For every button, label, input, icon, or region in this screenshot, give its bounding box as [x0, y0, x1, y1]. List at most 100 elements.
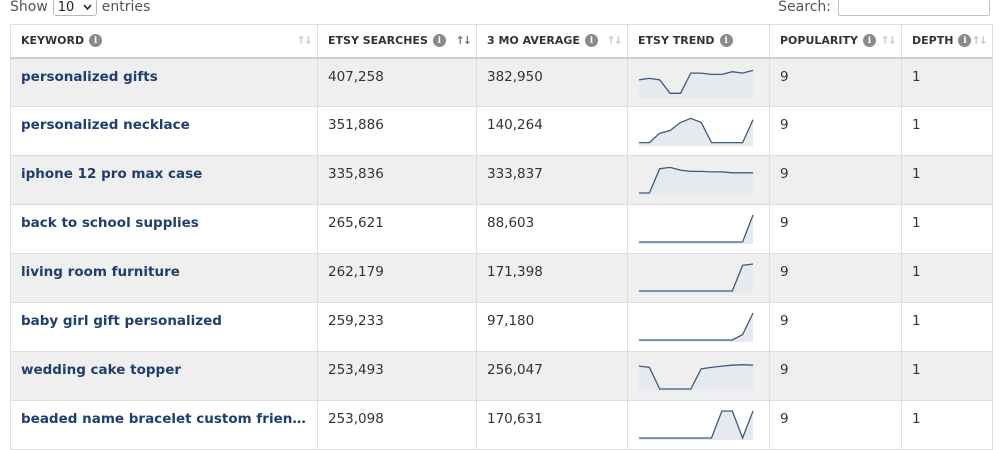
- table-row: iphone 12 pro max case 335,836 333,837 9 1: [10, 155, 993, 205]
- column-header-label: ETSY TREND: [638, 34, 715, 48]
- depth-cell: 1: [901, 351, 993, 401]
- column-header-popularity[interactable]: POPULARITY i ↑↓: [769, 24, 902, 59]
- etsy-trend-cell: [627, 351, 770, 401]
- search-label: Search:: [778, 0, 831, 15]
- popularity-cell: 9: [769, 400, 902, 450]
- popularity-cell: 9: [769, 204, 902, 254]
- entries-length-control: Show 10 entries: [10, 0, 150, 16]
- info-icon[interactable]: i: [584, 34, 598, 48]
- popularity-cell: 9: [769, 253, 902, 303]
- depth-cell: 1: [901, 204, 993, 254]
- search-control: Search:: [778, 0, 990, 16]
- depth-cell: 1: [901, 155, 993, 205]
- popularity-cell: 9: [769, 302, 902, 352]
- table-row: personalized necklace 351,886 140,264 9 1: [10, 106, 993, 156]
- table-row: wedding cake topper 253,493 256,047 9 1: [10, 351, 993, 401]
- keyword-link[interactable]: personalized necklace: [10, 106, 318, 156]
- keyword-link[interactable]: baby girl gift personalized: [10, 302, 318, 352]
- three-month-average-cell: 97,180: [476, 302, 628, 352]
- info-icon[interactable]: i: [719, 34, 733, 48]
- sort-icon: ↑↓: [606, 34, 624, 47]
- column-header-label: DEPTH: [912, 34, 954, 48]
- table-row: living room furniture 262,179 171,398 9 1: [10, 253, 993, 303]
- keyword-link[interactable]: wedding cake topper: [10, 351, 318, 401]
- trend-sparkline: [638, 69, 754, 98]
- etsy-trend-cell: [627, 302, 770, 352]
- table-row: back to school supplies 265,621 88,603 9 1: [10, 204, 993, 254]
- trend-sparkline: [639, 312, 754, 342]
- popularity-cell: 9: [769, 57, 902, 107]
- depth-cell: 1: [901, 253, 993, 303]
- info-icon[interactable]: i: [89, 34, 103, 48]
- sort-icon: ↑↓: [880, 34, 898, 47]
- etsy-trend-cell: [627, 106, 770, 156]
- trend-sparkline: [638, 364, 754, 391]
- info-icon[interactable]: i: [432, 34, 446, 48]
- depth-cell: 1: [901, 302, 993, 352]
- three-month-average-cell: 170,631: [476, 400, 628, 450]
- keywords-table: KEYWORD i ↑↓ ETSY SEARCHES i ↑↓ 3 MO AVERA…: [10, 24, 993, 450]
- column-header-etsy-trend: ETSY TREND i: [627, 24, 770, 59]
- etsy-searches-cell: 253,098: [317, 400, 477, 450]
- table-controls: Show 10 entries Search:: [0, 0, 1000, 24]
- table-header-row: KEYWORD i ↑↓ ETSY SEARCHES i ↑↓ 3 MO AVERA…: [10, 24, 993, 59]
- trend-line: [639, 214, 754, 243]
- three-month-average-cell: 171,398: [476, 253, 628, 303]
- column-header-label: POPULARITY: [780, 34, 858, 48]
- table-row: personalized gifts 407,258 382,950 9 1: [10, 57, 993, 107]
- entries-label: entries: [101, 0, 151, 15]
- column-header-keyword[interactable]: KEYWORD i ↑↓: [10, 24, 318, 59]
- keyword-link[interactable]: iphone 12 pro max case: [10, 155, 318, 205]
- etsy-searches-cell: 262,179: [317, 253, 477, 303]
- popularity-cell: 9: [769, 155, 902, 205]
- etsy-trend-cell: [627, 155, 770, 205]
- etsy-trend-cell: [627, 400, 770, 450]
- sort-icon: ↑↓: [971, 34, 989, 47]
- trend-area: [639, 411, 753, 440]
- trend-area: [639, 118, 753, 146]
- sort-icon: ↑↓: [296, 34, 314, 47]
- trend-area: [639, 167, 753, 195]
- trend-line: [638, 364, 754, 390]
- trend-sparkline: [639, 166, 753, 195]
- etsy-searches-cell: 407,258: [317, 57, 477, 107]
- table-row: baby girl gift personalized 259,233 97,180…: [10, 302, 993, 352]
- column-header-3mo-average[interactable]: 3 MO AVERAGE i ↑↓: [476, 24, 628, 59]
- entries-select[interactable]: 10: [52, 0, 97, 16]
- trend-area: [639, 69, 753, 98]
- etsy-searches-cell: 253,493: [317, 351, 477, 401]
- show-label: Show: [10, 0, 48, 15]
- etsy-searches-cell: 259,233: [317, 302, 477, 352]
- etsy-trend-cell: [627, 57, 770, 107]
- column-header-depth[interactable]: DEPTH i ↑↓: [901, 24, 993, 59]
- trend-area: [639, 313, 753, 342]
- trend-sparkline: [639, 263, 754, 293]
- three-month-average-cell: 382,950: [476, 57, 628, 107]
- trend-area: [639, 364, 753, 391]
- info-icon[interactable]: i: [862, 34, 876, 48]
- column-header-label: ETSY SEARCHES: [328, 34, 428, 48]
- keyword-link[interactable]: personalized gifts: [10, 57, 318, 107]
- keyword-link[interactable]: back to school supplies: [10, 204, 318, 254]
- info-icon[interactable]: i: [958, 34, 972, 48]
- column-header-etsy-searches[interactable]: ETSY SEARCHES i ↑↓: [317, 24, 477, 59]
- trend-line: [639, 410, 754, 440]
- popularity-cell: 9: [769, 106, 902, 156]
- table-row: beaded name bracelet custom friendship .…: [10, 400, 993, 450]
- entries-select-value: 10: [57, 0, 75, 15]
- keyword-link[interactable]: beaded name bracelet custom friendship .…: [10, 400, 318, 450]
- etsy-searches-cell: 335,836: [317, 155, 477, 205]
- depth-cell: 1: [901, 106, 993, 156]
- trend-line: [639, 312, 754, 341]
- etsy-searches-cell: 351,886: [317, 106, 477, 156]
- popularity-cell: 9: [769, 351, 902, 401]
- etsy-trend-cell: [627, 204, 770, 254]
- trend-line: [639, 166, 753, 194]
- search-input[interactable]: [838, 0, 990, 16]
- trend-line: [638, 69, 754, 94]
- trend-line: [639, 117, 754, 144]
- trend-sparkline: [639, 117, 754, 146]
- keyword-link[interactable]: living room furniture: [10, 253, 318, 303]
- column-header-label: 3 MO AVERAGE: [487, 34, 580, 48]
- sort-icon: ↑↓: [455, 34, 473, 47]
